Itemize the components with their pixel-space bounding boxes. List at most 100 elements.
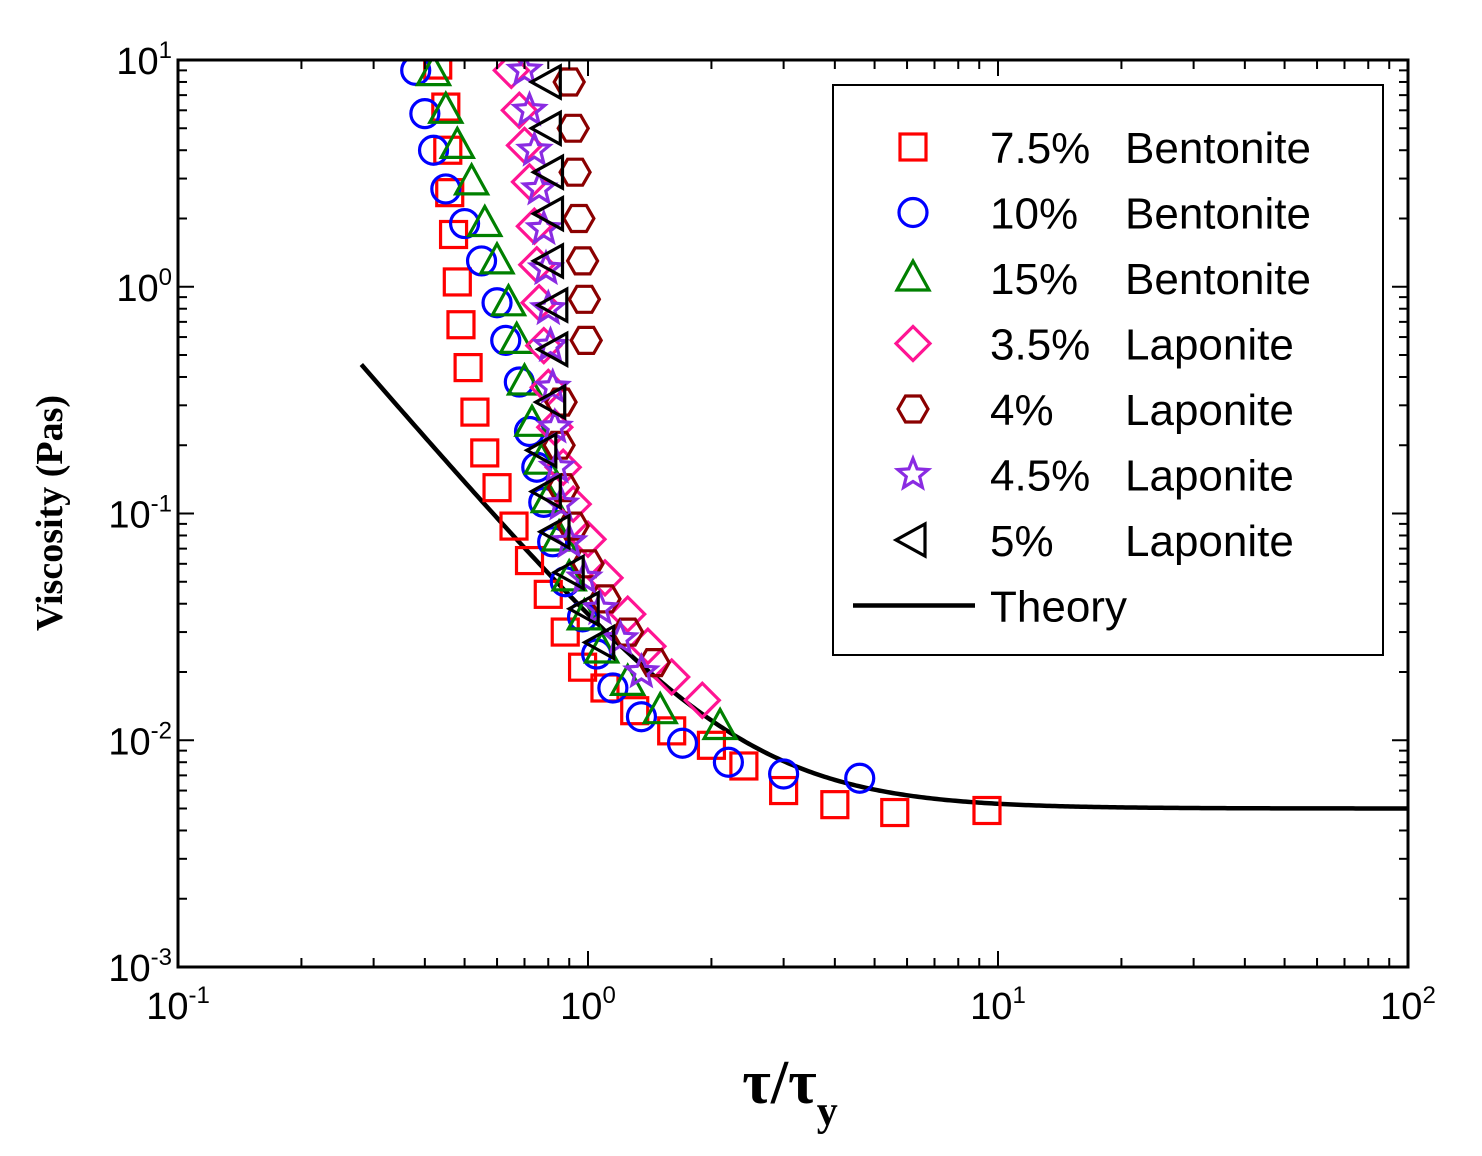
data-point-triangle-left — [581, 623, 616, 662]
legend-label-theory: Theory — [990, 583, 1127, 632]
data-point-square — [446, 310, 476, 340]
data-point-triangle-left — [530, 153, 565, 191]
data-point-square — [453, 352, 483, 383]
data-point-circle — [537, 526, 569, 558]
data-point-circle — [465, 245, 498, 277]
ticks-layer — [177, 59, 1409, 968]
legend-label-material: Bentonite — [1125, 190, 1311, 239]
data-point-square — [433, 135, 463, 165]
data-point-square — [438, 219, 469, 250]
y-tick-label-base: 10 — [116, 268, 158, 310]
legend-label-percent: 3.5% — [990, 321, 1090, 370]
x-tick-label-base: 10 — [560, 986, 602, 1028]
data-point-star — [580, 588, 620, 626]
x-tick-label: 101 — [970, 982, 1026, 1028]
data-point-star — [505, 60, 544, 87]
legend-label-percent: 4% — [990, 386, 1054, 435]
data-point-circle — [597, 672, 629, 704]
series-7 — [523, 63, 616, 662]
theory-curve — [359, 363, 1408, 811]
data-point-diamond — [492, 60, 531, 90]
data-point-triangle-left — [530, 194, 565, 233]
series-5 — [542, 67, 672, 678]
x-tick-label-exp: 0 — [602, 982, 615, 1009]
data-point-hexagon — [565, 246, 600, 276]
legend-marker-circle — [897, 196, 929, 229]
data-point-square — [769, 775, 799, 806]
data-point-square — [729, 751, 759, 781]
data-point-triangle-up — [427, 89, 465, 124]
x-tick-label-exp: -1 — [188, 982, 209, 1009]
y-tick-label-exp: -1 — [151, 491, 172, 518]
legend-marker-hexagon — [896, 394, 930, 424]
x-tick-label: 102 — [1380, 982, 1436, 1028]
data-point-circle — [712, 746, 744, 778]
legend-label-material: Bentonite — [1125, 255, 1311, 304]
legend-label-percent: 5% — [990, 517, 1054, 566]
legend-label-percent: 10% — [990, 190, 1078, 239]
data-point-triangle-left — [527, 63, 562, 101]
data-point-circle — [490, 324, 522, 356]
x-tick-label-base: 10 — [1380, 986, 1422, 1028]
data-point-triangle-up — [452, 161, 491, 196]
data-point-circle — [625, 701, 658, 733]
x-tick-label: 10-1 — [146, 982, 210, 1028]
legend-label-material: Laponite — [1125, 452, 1294, 501]
legend-label-material: Bentonite — [1125, 124, 1311, 173]
legend-marker-star — [893, 454, 933, 491]
data-point-star — [519, 168, 559, 206]
data-point-star — [601, 618, 640, 656]
y-tick-label-exp: 0 — [159, 264, 172, 291]
x-tick-label-base: 10 — [146, 986, 188, 1028]
legend-marker-square — [898, 132, 928, 162]
data-point-square — [820, 790, 850, 820]
x-axis-label: τ/τy — [742, 1049, 837, 1135]
y-tick-label: 100 — [116, 264, 172, 310]
data-point-hexagon — [546, 473, 581, 503]
data-point-diamond — [652, 657, 691, 697]
y-tick-label-exp: 1 — [159, 37, 172, 64]
y-tick-label: 10-3 — [108, 944, 172, 990]
data-point-hexagon — [558, 157, 592, 187]
y-tick-label-exp: -3 — [151, 944, 172, 971]
data-point-square — [482, 473, 512, 503]
legend-label-percent: 7.5% — [990, 124, 1090, 173]
y-tick-label: 101 — [116, 37, 172, 83]
y-tick-label: 10-1 — [108, 491, 172, 537]
data-point-square — [880, 797, 910, 828]
data-point-triangle-left — [532, 383, 567, 421]
data-point-hexagon — [544, 387, 578, 417]
legend-box — [832, 84, 1384, 656]
data-point-square — [470, 438, 500, 468]
data-point-hexagon — [542, 430, 576, 460]
data-point-triangle-up — [489, 282, 528, 317]
data-point-star — [622, 651, 661, 689]
y-tick-label-base: 10 — [108, 495, 150, 537]
data-point-circle — [844, 762, 876, 794]
y-axis-label: Viscosity (Pas) — [29, 395, 71, 631]
data-point-circle — [417, 134, 450, 166]
data-point-triangle-left — [565, 590, 600, 628]
x-axis-label-main: τ/τ — [742, 1049, 816, 1117]
legend-marker-diamond — [893, 324, 933, 363]
legend: 7.5% Bentonite 10% Bentonite 15% Bentonite 3.5… — [832, 84, 1384, 656]
y-tick-label-base: 10 — [108, 948, 150, 990]
x-tick-label-exp: 1 — [1012, 982, 1025, 1009]
data-point-star — [524, 208, 564, 246]
data-point-square — [460, 397, 490, 427]
data-point-star — [528, 288, 568, 326]
data-point-star — [526, 248, 566, 286]
data-point-star — [531, 325, 570, 363]
data-point-hexagon — [562, 203, 596, 234]
data-point-square — [514, 545, 545, 576]
y-tick-label-exp: -2 — [151, 717, 172, 744]
data-point-circle — [666, 727, 699, 759]
y-tick-label-base: 10 — [108, 721, 150, 763]
data-point-circle — [768, 758, 800, 790]
data-point-square — [550, 617, 580, 647]
theory-layer — [359, 363, 1408, 811]
data-point-triangle-up — [641, 690, 679, 725]
data-point-square — [442, 267, 472, 297]
